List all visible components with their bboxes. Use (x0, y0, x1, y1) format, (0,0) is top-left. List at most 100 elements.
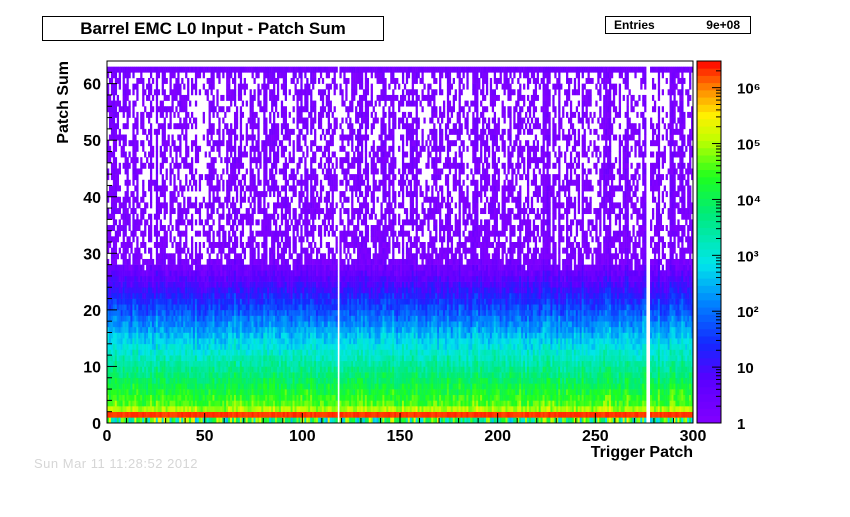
heatmap-cell (187, 94, 190, 101)
heatmap-cell (278, 309, 282, 316)
heatmap-cell (294, 236, 297, 243)
heatmap-cell (263, 309, 266, 316)
heatmap-cell (241, 304, 245, 311)
heatmap-cell (241, 338, 245, 345)
heatmap-cell (126, 191, 129, 198)
heatmap-cell (187, 287, 190, 294)
heatmap-cell (249, 315, 252, 322)
heatmap-cell (310, 360, 313, 367)
heatmap-cell (155, 360, 159, 367)
heatmap-cell (169, 196, 172, 203)
heatmap-cell (296, 77, 299, 84)
heatmap-cell (185, 264, 188, 271)
heatmap-cell (210, 225, 213, 231)
heatmap-cell (134, 326, 137, 333)
heatmap-cell (208, 366, 211, 373)
heatmap-cell (220, 411, 223, 418)
heatmap-cell (284, 145, 287, 152)
heatmap-cell (247, 383, 250, 390)
heatmap-cell (169, 411, 172, 418)
heatmap-cell (112, 185, 116, 192)
heatmap-cell (179, 275, 182, 282)
heatmap-cell (136, 355, 139, 362)
heatmap-cell (263, 292, 266, 299)
heatmap-cell (276, 287, 280, 294)
heatmap-cell (228, 140, 231, 147)
heatmap-cell (247, 219, 250, 226)
heatmap-cell (146, 83, 149, 90)
heatmap-cell (245, 242, 248, 248)
heatmap-cell (251, 128, 254, 135)
heatmap-cell (169, 219, 172, 226)
heatmap-cell (230, 309, 233, 316)
heatmap-cell (290, 185, 293, 192)
heatmap-cell (173, 258, 176, 265)
heatmap-cell (267, 389, 270, 396)
heatmap-cell (189, 355, 192, 362)
heatmap-cell (306, 264, 309, 271)
heatmap-cell (249, 185, 252, 192)
heatmap-cell (224, 298, 227, 305)
heatmap-cell (179, 208, 182, 215)
heatmap-cell (306, 406, 309, 412)
heatmap-cell (175, 157, 178, 164)
heatmap-cell (232, 128, 235, 135)
heatmap-cell (189, 349, 192, 356)
heatmap-cell (187, 270, 190, 277)
heatmap-cell (132, 219, 135, 226)
heatmap-cell (302, 270, 305, 277)
heatmap-cell (124, 202, 127, 209)
heatmap-cell (128, 394, 131, 401)
heatmap-cell (259, 208, 262, 215)
heatmap-cell (255, 292, 258, 299)
heatmap-cell (142, 343, 145, 350)
heatmap-cell (271, 332, 274, 339)
heatmap-cell (155, 174, 159, 181)
heatmap-cell (306, 213, 309, 220)
heatmap-cell (138, 225, 141, 231)
heatmap-cell (144, 66, 147, 73)
heatmap-cell (251, 321, 254, 328)
heatmap-cell (149, 247, 153, 254)
heatmap-cell (107, 338, 110, 345)
heatmap-cell (151, 315, 155, 322)
heatmap-cell (273, 140, 276, 147)
heatmap-cell (276, 349, 280, 356)
heatmap-cell (175, 360, 178, 367)
heatmap-cell (300, 270, 303, 277)
heatmap-cell (290, 77, 293, 84)
heatmap-cell (120, 349, 123, 356)
heatmap-cell (253, 196, 256, 203)
heatmap-cell (107, 326, 110, 333)
heatmap-cell (128, 292, 131, 299)
heatmap-cell (304, 219, 307, 226)
heatmap-cell (233, 100, 237, 107)
heatmap-cell (112, 366, 116, 373)
heatmap-cell (157, 208, 161, 215)
heatmap-cell (142, 275, 145, 282)
heatmap-cell (253, 338, 256, 345)
heatmap-cell (177, 111, 180, 118)
heatmap-cell (245, 287, 248, 294)
heatmap-cell (278, 281, 282, 288)
heatmap-cell (267, 321, 270, 328)
heatmap-cell (108, 236, 112, 243)
heatmap-cell (161, 106, 164, 113)
heatmap-cell (196, 309, 200, 316)
heatmap-cell (112, 309, 116, 316)
heatmap-cell (214, 372, 217, 379)
heatmap-cell (255, 275, 258, 282)
heatmap-cell (257, 219, 260, 226)
heatmap-cell (144, 400, 147, 407)
heatmap-cell (136, 157, 139, 164)
heatmap-cell (189, 66, 192, 73)
heatmap-cell (239, 151, 243, 158)
heatmap-cell (179, 292, 182, 299)
heatmap-cell (196, 411, 200, 418)
heatmap-cell (308, 360, 311, 367)
heatmap-cell (134, 258, 137, 265)
heatmap-cell (216, 258, 219, 265)
heatmap-cell (288, 332, 291, 339)
heatmap-cell (108, 145, 112, 152)
heatmap-cell (243, 406, 246, 412)
